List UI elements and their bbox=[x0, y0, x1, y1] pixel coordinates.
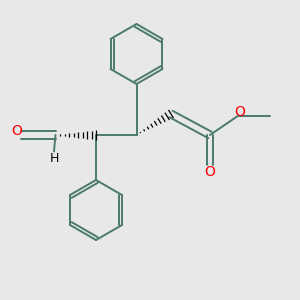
Text: O: O bbox=[235, 106, 245, 119]
Text: H: H bbox=[49, 152, 59, 165]
Text: O: O bbox=[204, 165, 215, 178]
Text: O: O bbox=[11, 124, 22, 138]
